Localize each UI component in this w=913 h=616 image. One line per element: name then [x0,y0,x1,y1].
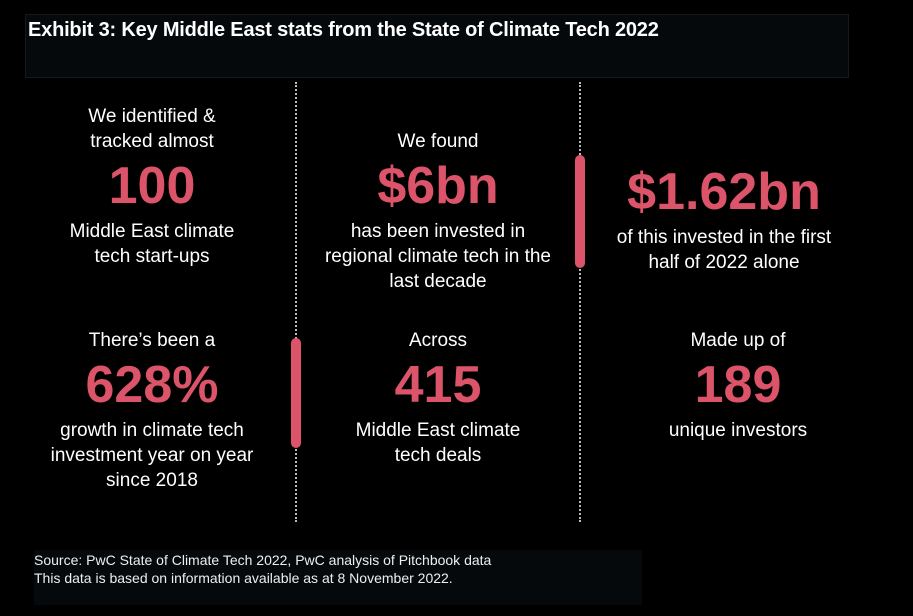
stat-post: Middle East climate tech deals [355,420,521,466]
stat-pre: Across [408,330,468,351]
accent-bar [575,155,585,268]
stat-pre: We found [397,131,479,152]
stat-investors: Made up of 189 unique investors [598,328,878,443]
stat-startups: We identified & tracked almost 100 Middl… [12,104,292,269]
stat-deals: Across 415 Middle East climate tech deal… [298,328,578,468]
stat-value: 189 [694,356,782,414]
accent-bar [291,338,301,448]
stat-post: unique investors [668,420,808,441]
stat-value: 415 [394,356,482,414]
stat-h1-2022: $1.62bn of this invested in the first ha… [584,163,864,275]
stat-value: 628% [85,356,219,414]
stat-value: $6bn [377,157,499,215]
source-line: Source: PwC State of Climate Tech 2022, … [34,552,492,568]
stat-post: of this invested in the first half of 20… [616,227,832,273]
exhibit-title: Exhibit 3: Key Middle East stats from th… [28,19,659,41]
stat-pre: Made up of [690,330,786,351]
divider-left [295,82,297,522]
stat-growth: There’s been a 628% growth in climate te… [12,328,292,493]
stat-post: has been invested in regional climate te… [324,221,551,292]
stat-investment: We found $6bn has been invested in regio… [298,129,578,294]
stat-value: 100 [108,157,196,215]
source-line: This data is based on information availa… [34,570,453,586]
stat-post: Middle East climate tech start-ups [69,221,235,267]
stat-pre: We identified & tracked almost [88,106,216,152]
stat-value: $1.62bn [627,163,821,221]
stat-post: growth in climate tech investment year o… [50,420,254,491]
title-box: Exhibit 3: Key Middle East stats from th… [25,14,849,78]
stat-pre: There’s been a [88,330,216,351]
source-box: Source: PwC State of Climate Tech 2022, … [34,550,642,605]
source-note: Source: PwC State of Climate Tech 2022, … [34,551,491,587]
divider-right [579,82,581,522]
